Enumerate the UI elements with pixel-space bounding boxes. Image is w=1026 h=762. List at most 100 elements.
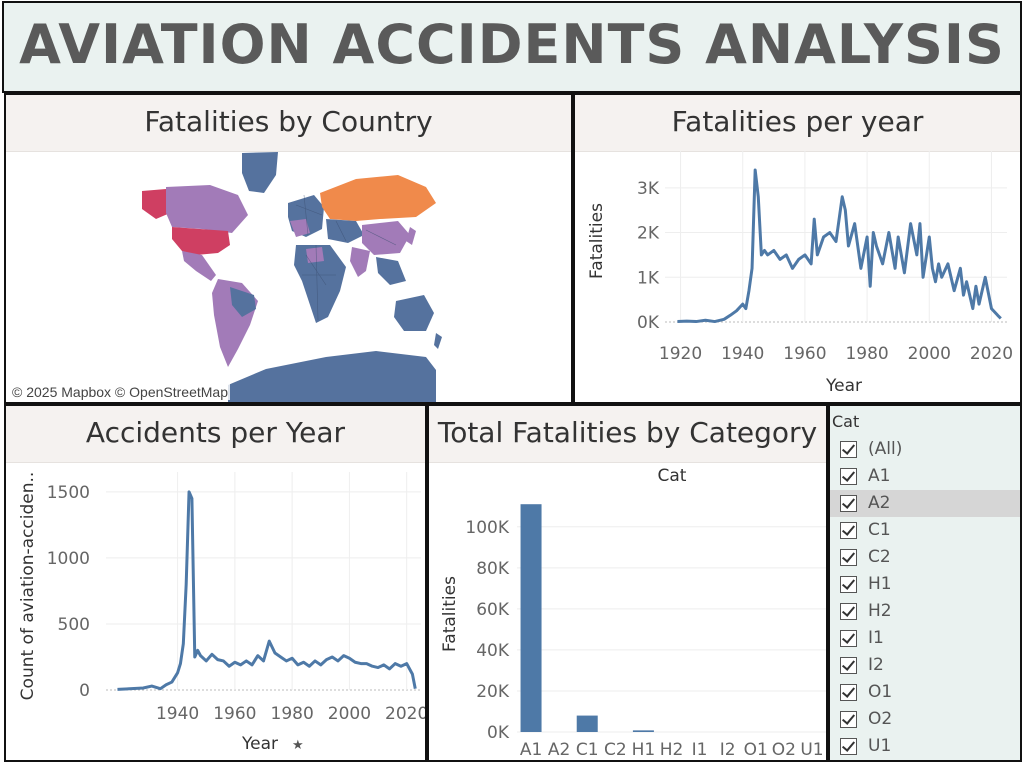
map-region-australia[interactable]: [394, 295, 434, 331]
filter-item-label: A1: [868, 466, 891, 486]
map-region-north-africa[interactable]: [306, 247, 324, 263]
x-tick-label: I2: [720, 740, 736, 760]
filter-item-label: I2: [868, 655, 884, 675]
filter-list: (All) A1 A2 C1 C2 H1 H2 I1 I2 O1 O2 U1: [830, 436, 1020, 760]
filter-item-all[interactable]: (All): [830, 436, 1020, 463]
checkbox[interactable]: [840, 576, 857, 593]
filter-item-c1[interactable]: C1: [830, 517, 1020, 544]
map-region-central-america[interactable]: [182, 251, 216, 281]
map-region-canada[interactable]: [166, 185, 248, 233]
map-region-usa[interactable]: [172, 227, 230, 255]
filter-item-label: O1: [868, 682, 893, 702]
checkbox[interactable]: [840, 711, 857, 728]
fatalities-series-line: [677, 168, 1002, 324]
world-map[interactable]: [6, 95, 571, 402]
dashboard-title-panel: AVIATION ACCIDENTS ANALYSIS: [2, 1, 1022, 93]
x-tick-label: 2020: [970, 344, 1013, 364]
x-tick-label: O2: [772, 740, 796, 760]
x-tick-label: 2000: [328, 704, 371, 724]
checkbox[interactable]: [840, 684, 857, 701]
y-axis-title: Count of aviation-acciden..: [18, 472, 38, 701]
filter-item-a2[interactable]: A2: [830, 490, 1020, 517]
map-region-antarctica[interactable]: [228, 351, 436, 402]
map-region-se-asia[interactable]: [376, 257, 406, 285]
y-tick-label: 2K: [637, 224, 660, 244]
x-tick-label: U1: [800, 740, 823, 760]
map-region-brazil[interactable]: [230, 287, 256, 317]
filter-item-i2[interactable]: I2: [830, 652, 1020, 679]
checkbox[interactable]: [840, 603, 857, 620]
filter-item-label: H1: [868, 574, 892, 594]
filter-item-c2[interactable]: C2: [830, 544, 1020, 571]
bar-H1: [632, 730, 654, 732]
x-tick-label: A2: [548, 740, 570, 760]
pin-icon: ★: [292, 738, 304, 753]
fatalities-by-category-title: Total Fatalities by Category: [429, 406, 826, 463]
y-tick-label: 0K: [637, 313, 660, 333]
map-region-china[interactable]: [362, 221, 410, 255]
filter-item-label: I1: [868, 628, 884, 648]
y-tick-label: 1000: [47, 549, 90, 569]
x-tick-label: O1: [744, 740, 768, 760]
filter-item-label: (All): [868, 439, 903, 459]
y-tick-label: 0K: [487, 723, 510, 743]
bar-C1: [576, 715, 598, 732]
y-tick-label: 3K: [637, 179, 660, 199]
accidents-per-year-chart[interactable]: 0 500 1000 1500 1940 1960 1980 2000 2020 Year ★ Cou…: [6, 406, 425, 760]
column-header: Cat: [658, 466, 687, 486]
filter-title: Cat: [832, 412, 860, 431]
x-tick-label: A1: [520, 740, 542, 760]
checkbox[interactable]: [840, 495, 857, 512]
x-tick-label: H2: [660, 740, 684, 760]
map-region-alaska[interactable]: [142, 189, 170, 219]
dashboard-title: AVIATION ACCIDENTS ANALYSIS: [19, 13, 1005, 76]
accidents-per-year-panel: Accidents per Year 0 500 1000 1500 1940 1960 1…: [4, 404, 427, 762]
map-region-central-asia[interactable]: [326, 219, 364, 243]
x-tick-label: 1960: [783, 344, 826, 364]
category-filter-panel: Cat (All) A1 A2 C1 C2 H1 H2 I1 I2 O1 O2 U1: [828, 404, 1022, 762]
map-title: Fatalities by Country: [6, 95, 571, 152]
filter-item-label: H2: [868, 601, 892, 621]
checkbox[interactable]: [840, 630, 857, 647]
map-region-russia[interactable]: [320, 175, 436, 221]
filter-item-i1[interactable]: I1: [830, 625, 1020, 652]
checkbox[interactable]: [840, 522, 857, 539]
x-axis-title: Year: [241, 734, 278, 754]
x-tick-label: H1: [632, 740, 656, 760]
checkbox[interactable]: [840, 441, 857, 458]
checkbox[interactable]: [840, 468, 857, 485]
filter-item-o1[interactable]: O1: [830, 679, 1020, 706]
map-region-new-zealand[interactable]: [434, 333, 442, 349]
map-attribution[interactable]: © 2025 Mapbox © OpenStreetMap: [10, 384, 230, 400]
filter-item-label: O2: [868, 709, 893, 729]
filter-item-u1[interactable]: U1: [830, 733, 1020, 760]
checkbox[interactable]: [840, 657, 857, 674]
filter-item-o2[interactable]: O2: [830, 706, 1020, 733]
fatalities-per-year-title: Fatalities per year: [575, 95, 1020, 152]
map-region-japan[interactable]: [406, 227, 416, 245]
x-tick-label: 1920: [659, 344, 702, 364]
filter-item-label: U1: [868, 736, 892, 756]
filter-item-h1[interactable]: H1: [830, 571, 1020, 598]
checkbox[interactable]: [840, 738, 857, 755]
fatalities-by-category-panel: Total Fatalities by Category Cat 0K 20K 40K…: [427, 404, 828, 762]
y-tick-label: 0: [79, 681, 90, 701]
checkbox[interactable]: [840, 549, 857, 566]
x-tick-label: 2000: [908, 344, 951, 364]
filter-item-label: A2: [868, 493, 891, 513]
filter-item-a1[interactable]: A1: [830, 463, 1020, 490]
filter-item-h2[interactable]: H2: [830, 598, 1020, 625]
map-region-africa[interactable]: [294, 245, 346, 323]
map-region-india[interactable]: [350, 247, 370, 277]
accidents-per-year-title: Accidents per Year: [6, 406, 425, 463]
x-tick-label: C2: [604, 740, 627, 760]
filter-item-label: C2: [868, 547, 891, 567]
x-axis-title: Year: [825, 376, 862, 396]
map-panel: Fatalities by Country: [4, 93, 573, 404]
y-tick-label: 100K: [465, 518, 509, 538]
y-tick-label: 1500: [47, 483, 90, 503]
map-region-western-europe[interactable]: [290, 219, 310, 237]
map-region-greenland[interactable]: [242, 152, 278, 193]
